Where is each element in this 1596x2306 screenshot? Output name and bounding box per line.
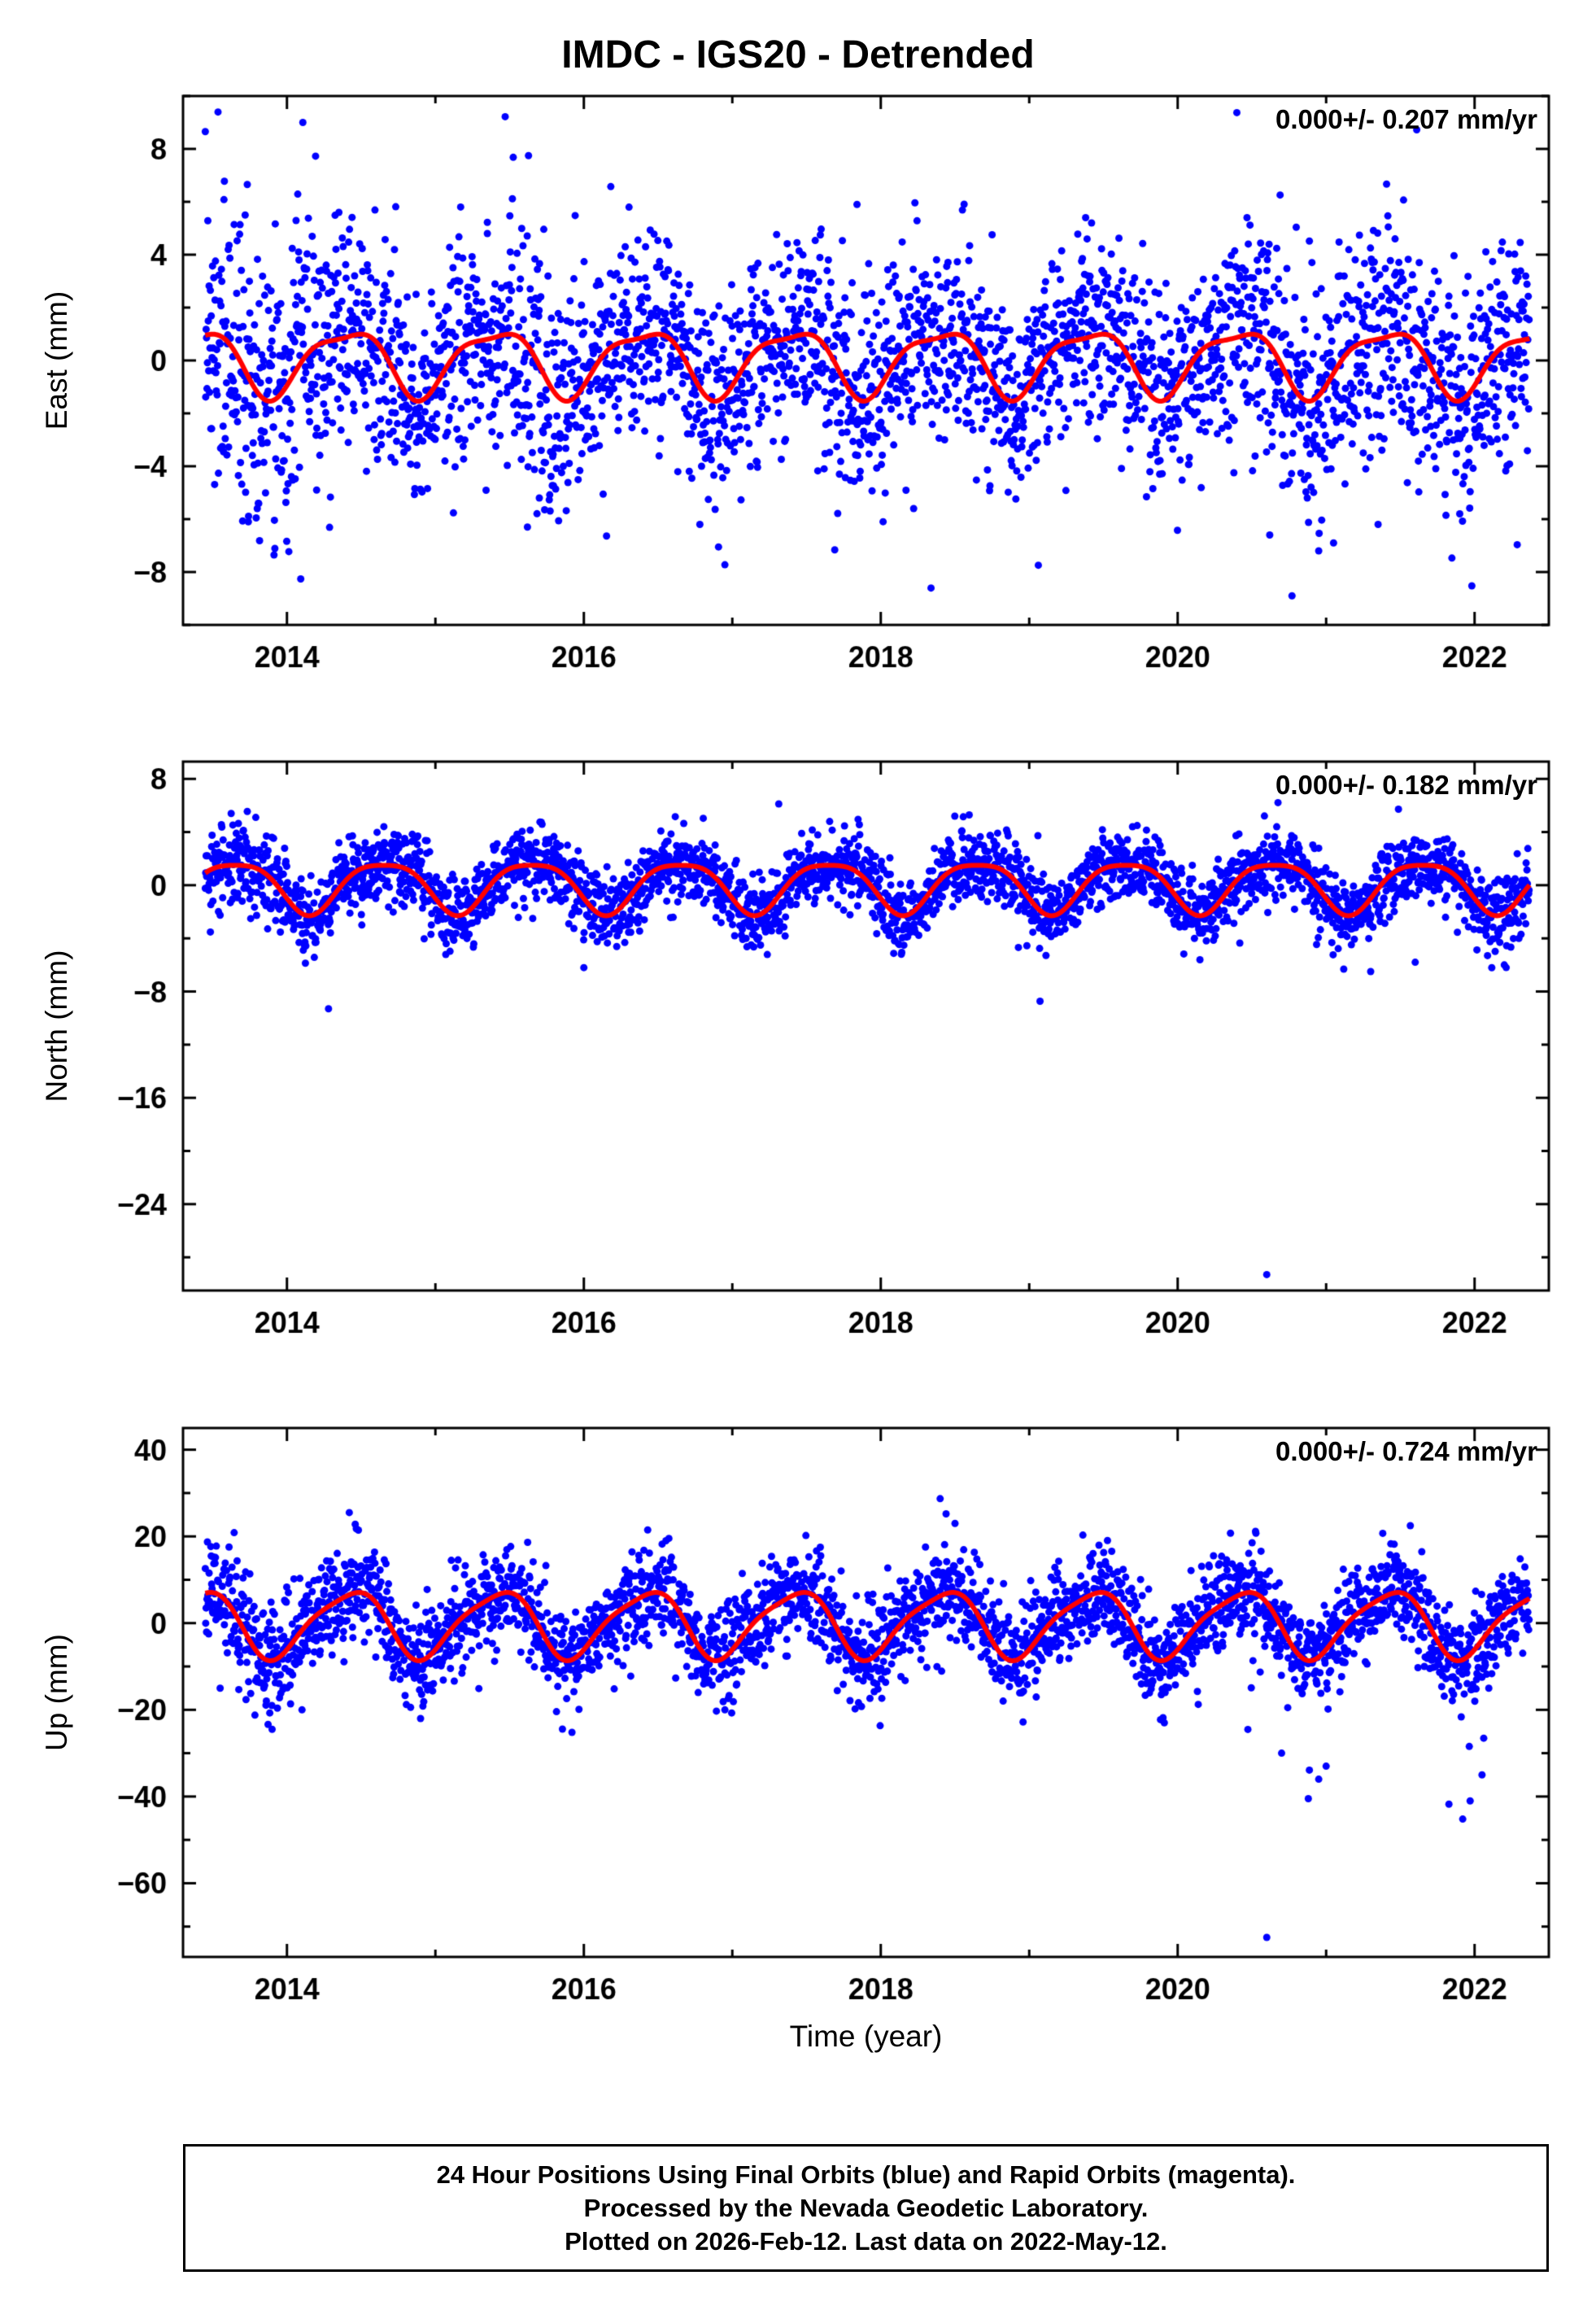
caption-box: 24 Hour Positions Using Final Orbits (bl… bbox=[183, 2144, 1549, 2272]
north-axis-label: North (mm) bbox=[40, 950, 73, 1103]
east-axis-label: East (mm) bbox=[40, 290, 73, 430]
east-rate-annotation: 0.000+/- 0.207 mm/yr bbox=[1275, 104, 1537, 134]
up-rate-annotation: 0.000+/- 0.724 mm/yr bbox=[1275, 1436, 1537, 1466]
x-axis-label: Time (year) bbox=[789, 2020, 943, 2053]
caption-line-1: 24 Hour Positions Using Final Orbits (bl… bbox=[436, 2160, 1296, 2189]
north-rate-annotation: 0.000+/- 0.182 mm/yr bbox=[1275, 770, 1537, 800]
caption-line-3: Plotted on 2026-Feb-12. Last data on 202… bbox=[565, 2227, 1167, 2256]
up-axis-label: Up (mm) bbox=[40, 1634, 73, 1751]
caption-line-2: Processed by the Nevada Geodetic Laborat… bbox=[583, 2194, 1149, 2222]
chart-title: IMDC - IGS20 - Detrended bbox=[561, 33, 1035, 76]
